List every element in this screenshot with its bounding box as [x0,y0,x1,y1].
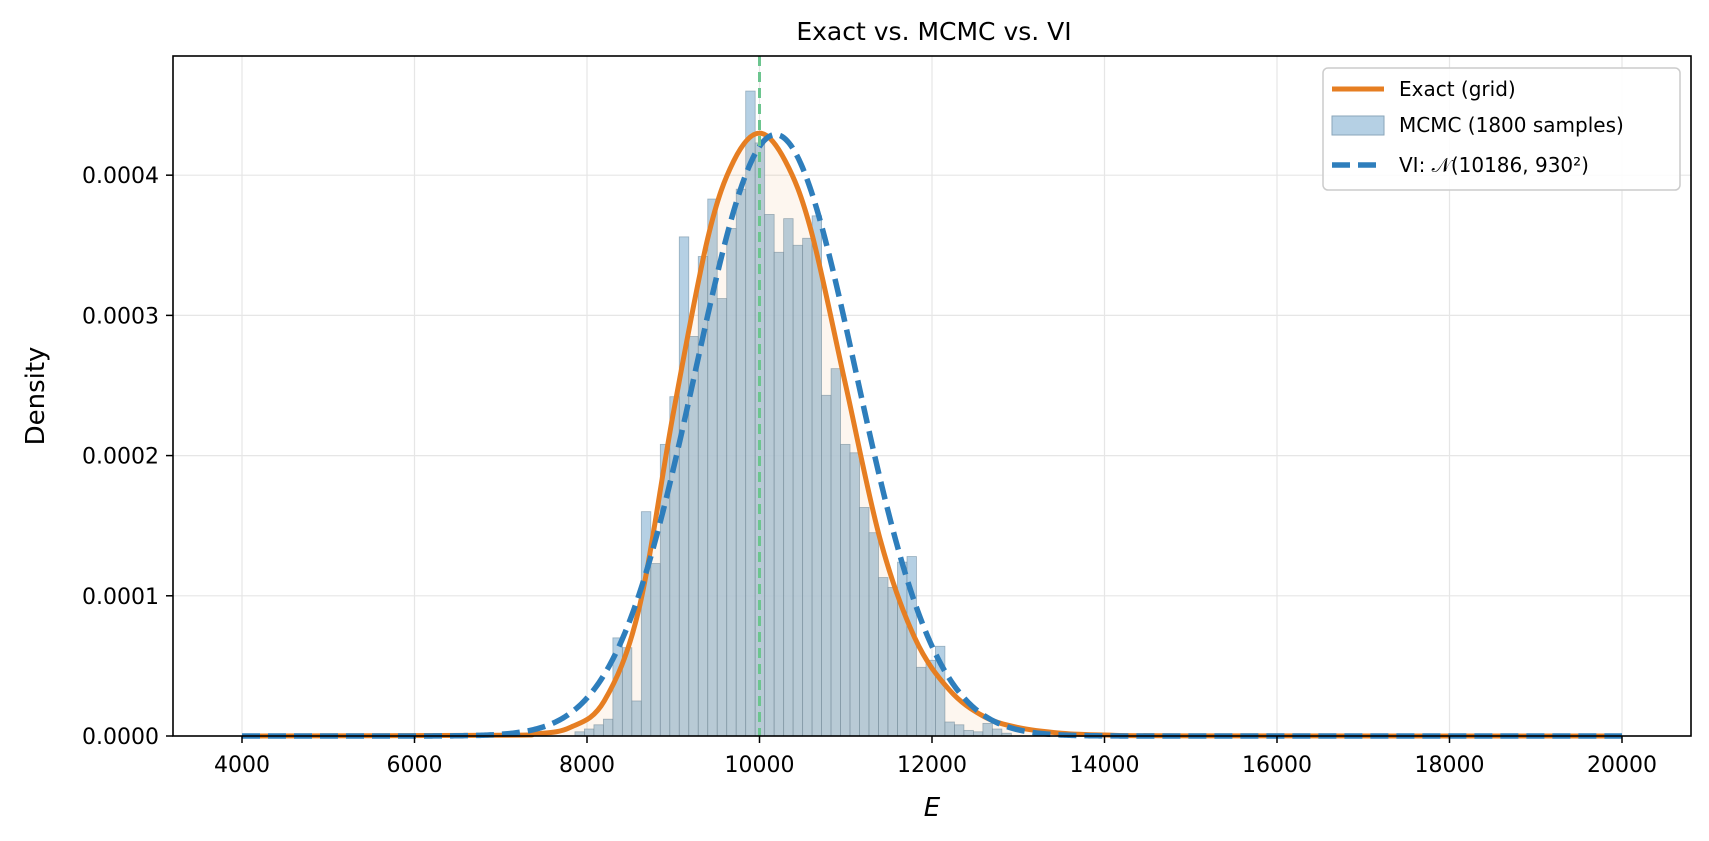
y-tick-label: 0.0002 [82,445,159,470]
y-tick-label: 0.0004 [82,164,159,189]
mcmc-histogram [574,90,1012,737]
legend-exact-label: Exact (grid) [1399,77,1516,101]
x-tick-label: 12000 [897,753,967,778]
legend-mcmc-swatch [1331,115,1385,136]
x-axis-label: E [924,793,941,823]
x-tick-label: 16000 [1242,753,1312,778]
legend-vi-label: VI: 𝒩(10186, 930²) [1399,153,1589,177]
x-axis: 4000 6000 8000 10000 12000 14000 16000 18000 200… [214,736,1657,778]
x-tick-label: 20000 [1587,753,1657,778]
legend: Exact (grid) MCMC (1800 samples) VI: 𝒩(1… [1322,67,1681,191]
y-tick-label: 0.0001 [82,585,159,610]
y-tick-label: 0.0000 [82,725,159,750]
y-tick-label: 0.0003 [82,304,159,329]
vi-line [240,131,1624,739]
legend-mcmc-label: MCMC (1800 samples) [1399,113,1624,137]
x-tick-label: 8000 [559,753,615,778]
x-tick-label: 14000 [1070,753,1140,778]
x-tick-label: 4000 [214,753,270,778]
legend-box [1322,67,1681,191]
x-tick-label: 6000 [387,753,443,778]
chart-title: Exact vs. MCMC vs. VI [796,17,1071,46]
x-tick-label: 18000 [1415,753,1485,778]
x-tick-label: 10000 [725,753,795,778]
y-axis-label: Density [21,347,51,446]
y-axis: 0.0000 0.0001 0.0002 0.0003 0.0004 [82,164,173,750]
